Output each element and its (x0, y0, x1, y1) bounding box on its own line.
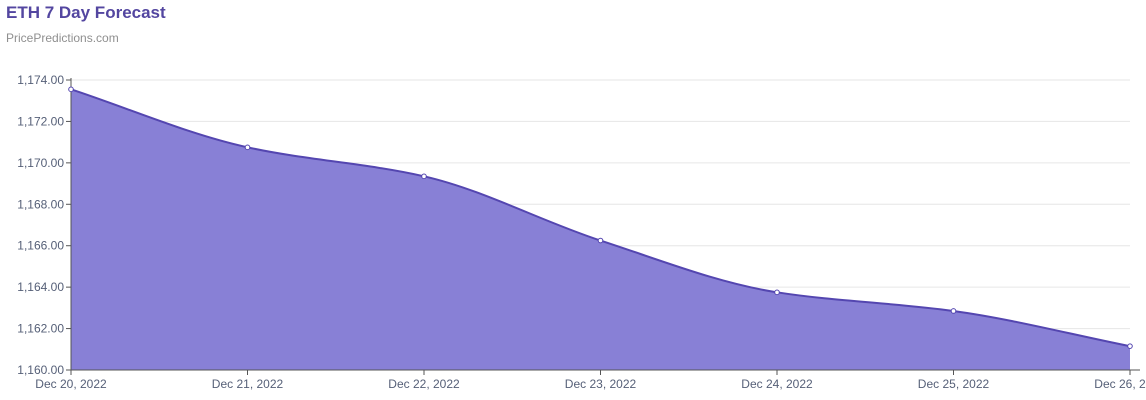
data-point-2 (421, 173, 427, 180)
data-point-1 (244, 144, 251, 151)
y-tick-label-1: 1,162.00 (17, 322, 64, 336)
y-tick-label-4: 1,168.00 (17, 197, 64, 211)
y-tick-label-2: 1,164.00 (17, 280, 64, 294)
data-points (68, 86, 1133, 349)
x-tick-label-5: Dec 25, 2022 (918, 377, 990, 391)
y-tick-label-5: 1,170.00 (17, 156, 64, 170)
x-tick-label-2: Dec 22, 2022 (388, 377, 460, 391)
data-point-3 (597, 237, 604, 244)
data-point-5 (950, 308, 957, 314)
x-tick-label-0: Dec 20, 2022 (35, 377, 107, 391)
x-tick-label-3: Dec 23, 2022 (565, 377, 637, 391)
data-point-4 (774, 289, 780, 296)
y-tick-label-6: 1,172.00 (17, 114, 64, 128)
y-tick-label-3: 1,166.00 (17, 239, 64, 253)
x-tick-label-6: Dec 26, 2022 (1094, 377, 1146, 391)
x-tick-label-1: Dec 21, 2022 (212, 377, 284, 391)
axes (66, 78, 1140, 375)
data-point-6 (1127, 343, 1133, 349)
y-tick-labels: 1,160.00 1,162.00 1,164.00 1,166.00 1,168.00… (17, 73, 64, 377)
chart-subtitle: PricePredictions.com (6, 31, 119, 45)
x-tick-labels: Dec 20, 2022 Dec 21, 2022 Dec 22, 2022 Dec … (35, 377, 1146, 391)
y-tick-label-0: 1,160.00 (17, 363, 64, 377)
y-tick-label-7: 1,174.00 (17, 73, 64, 87)
area-fill (71, 89, 1130, 371)
chart-title: ETH 7 Day Forecast (6, 3, 166, 22)
data-point-0 (68, 86, 74, 93)
x-tick-label-4: Dec 24, 2022 (741, 377, 813, 391)
